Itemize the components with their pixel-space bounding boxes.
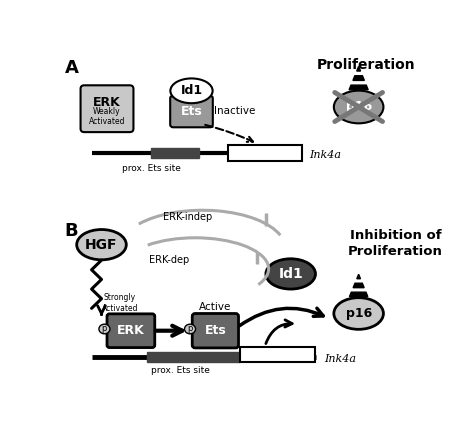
Text: Inhibition of
Proliferation: Inhibition of Proliferation <box>348 229 443 258</box>
Ellipse shape <box>266 259 316 289</box>
Polygon shape <box>147 352 239 363</box>
Polygon shape <box>357 274 361 279</box>
Ellipse shape <box>170 78 213 103</box>
Text: B: B <box>65 222 78 240</box>
Text: Id1: Id1 <box>278 267 303 281</box>
Text: Ets: Ets <box>204 324 226 337</box>
Ellipse shape <box>99 324 110 334</box>
Text: ERK-dep: ERK-dep <box>149 255 190 266</box>
Polygon shape <box>357 66 361 71</box>
Polygon shape <box>353 76 365 80</box>
Text: Ets: Ets <box>181 105 202 118</box>
Text: A: A <box>65 59 79 77</box>
Text: prox. Ets site: prox. Ets site <box>122 164 181 173</box>
Text: p: p <box>102 325 107 333</box>
Polygon shape <box>349 292 368 297</box>
Ellipse shape <box>184 324 196 334</box>
Text: Active: Active <box>199 302 232 312</box>
Text: p16: p16 <box>346 307 372 320</box>
FancyBboxPatch shape <box>192 313 238 348</box>
Text: Ink4a: Ink4a <box>309 150 341 160</box>
Ellipse shape <box>334 298 383 329</box>
Polygon shape <box>151 148 199 158</box>
Text: ERK-indep: ERK-indep <box>163 212 212 222</box>
Text: p: p <box>187 325 193 333</box>
Text: ERK: ERK <box>93 96 121 109</box>
Polygon shape <box>349 85 368 90</box>
Text: p16: p16 <box>346 101 372 114</box>
FancyBboxPatch shape <box>81 85 134 132</box>
FancyBboxPatch shape <box>107 314 155 348</box>
FancyBboxPatch shape <box>170 96 213 127</box>
Ellipse shape <box>77 229 126 260</box>
Text: prox. Ets site: prox. Ets site <box>151 366 210 375</box>
Text: Proliferation: Proliferation <box>317 58 415 72</box>
Text: ERK: ERK <box>117 324 145 337</box>
Text: Ink4a: Ink4a <box>324 354 356 364</box>
Ellipse shape <box>334 91 383 123</box>
Text: Weakly
Activated: Weakly Activated <box>89 106 125 126</box>
Text: Strongly
Activated: Strongly Activated <box>101 293 138 313</box>
Bar <box>228 144 301 161</box>
Polygon shape <box>353 283 364 288</box>
Text: Inactive: Inactive <box>214 106 255 117</box>
Text: HGF: HGF <box>85 238 118 252</box>
Text: Id1: Id1 <box>181 84 202 97</box>
Bar <box>240 347 315 363</box>
